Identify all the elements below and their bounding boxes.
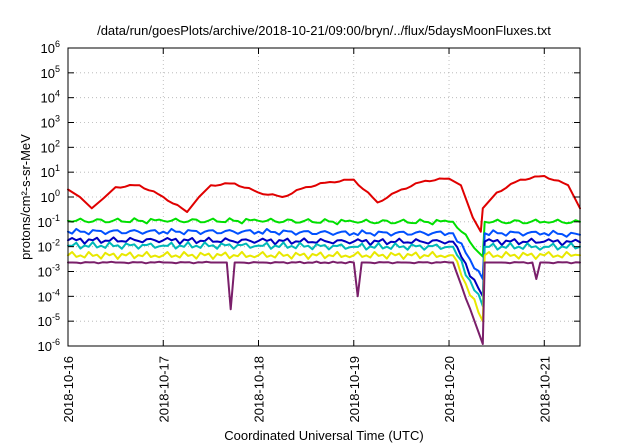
x-tick-label: 2018-10-17 bbox=[156, 356, 171, 423]
series-line-4 bbox=[67, 236, 581, 298]
y-tick-label: 104 bbox=[41, 89, 60, 106]
y-tick-labels: 10-610-510-410-310-210-11001011021031041… bbox=[38, 39, 60, 354]
y-tick-exponent: -4 bbox=[52, 287, 60, 297]
series-line-2 bbox=[67, 217, 581, 258]
x-tick-label: 2018-10-16 bbox=[61, 356, 76, 423]
y-tick-base: 10 bbox=[41, 190, 55, 205]
x-tick-label: 2018-10-21 bbox=[537, 356, 552, 423]
y-tick-label: 10-6 bbox=[38, 337, 60, 354]
series-line-1 bbox=[67, 175, 581, 233]
y-tick-base: 10 bbox=[38, 339, 52, 354]
grid-lines bbox=[67, 47, 580, 347]
y-tick-base: 10 bbox=[38, 240, 52, 255]
series-line-7 bbox=[67, 260, 581, 345]
series-line-5 bbox=[67, 241, 581, 308]
y-tick-base: 10 bbox=[41, 66, 55, 81]
series-line-3 bbox=[67, 227, 581, 280]
y-tick-label: 103 bbox=[41, 114, 60, 131]
y-tick-base: 10 bbox=[41, 41, 55, 56]
y-tick-exponent: -5 bbox=[52, 312, 60, 322]
y-tick-base: 10 bbox=[38, 265, 52, 280]
y-tick-base: 10 bbox=[41, 116, 55, 131]
y-tick-label: 10-3 bbox=[38, 263, 60, 280]
x-tick-label: 2018-10-19 bbox=[347, 356, 362, 423]
y-tick-exponent: -2 bbox=[52, 238, 60, 248]
y-tick-label: 100 bbox=[41, 188, 60, 205]
y-tick-label: 105 bbox=[41, 64, 60, 81]
chart-title: /data/run/goesPlots/archive/2018-10-21/0… bbox=[97, 23, 551, 38]
x-axis-label: Coordinated Universal Time (UTC) bbox=[224, 428, 423, 443]
y-tick-label: 10-4 bbox=[38, 287, 60, 304]
y-tick-exponent: -3 bbox=[52, 263, 60, 273]
y-tick-label: 10-1 bbox=[38, 213, 60, 230]
y-tick-exponent: 5 bbox=[55, 64, 60, 74]
y-tick-base: 10 bbox=[41, 140, 55, 155]
y-tick-exponent: -6 bbox=[52, 337, 60, 347]
y-tick-base: 10 bbox=[38, 314, 52, 329]
y-tick-base: 10 bbox=[38, 289, 52, 304]
y-tick-exponent: 2 bbox=[55, 138, 60, 148]
y-tick-base: 10 bbox=[38, 215, 52, 230]
y-tick-exponent: 6 bbox=[55, 39, 60, 49]
series-line-6 bbox=[67, 250, 581, 323]
y-tick-exponent: 1 bbox=[55, 163, 60, 173]
y-tick-label: 10-5 bbox=[38, 312, 60, 329]
y-tick-label: 102 bbox=[41, 138, 60, 155]
y-tick-label: 10-2 bbox=[38, 238, 60, 255]
x-tick-labels: 2018-10-16 2018-10-17 2018-10-18 2018-10-19… bbox=[61, 356, 552, 423]
y-tick-exponent: -1 bbox=[52, 213, 60, 223]
x-tick-label: 2018-10-18 bbox=[252, 356, 267, 423]
y-tick-label: 101 bbox=[41, 163, 60, 180]
y-tick-exponent: 3 bbox=[55, 114, 60, 124]
y-tick-exponent: 4 bbox=[55, 89, 60, 99]
series-lines bbox=[67, 175, 581, 345]
y-axis-label: protons/cm²-s-sr-MeV bbox=[18, 134, 33, 260]
y-tick-base: 10 bbox=[41, 165, 55, 180]
y-tick-label: 106 bbox=[41, 39, 60, 56]
y-tick-exponent: 0 bbox=[55, 188, 60, 198]
y-tick-base: 10 bbox=[41, 91, 55, 106]
axis-ticks bbox=[67, 47, 580, 347]
x-tick-label: 2018-10-20 bbox=[442, 356, 457, 423]
